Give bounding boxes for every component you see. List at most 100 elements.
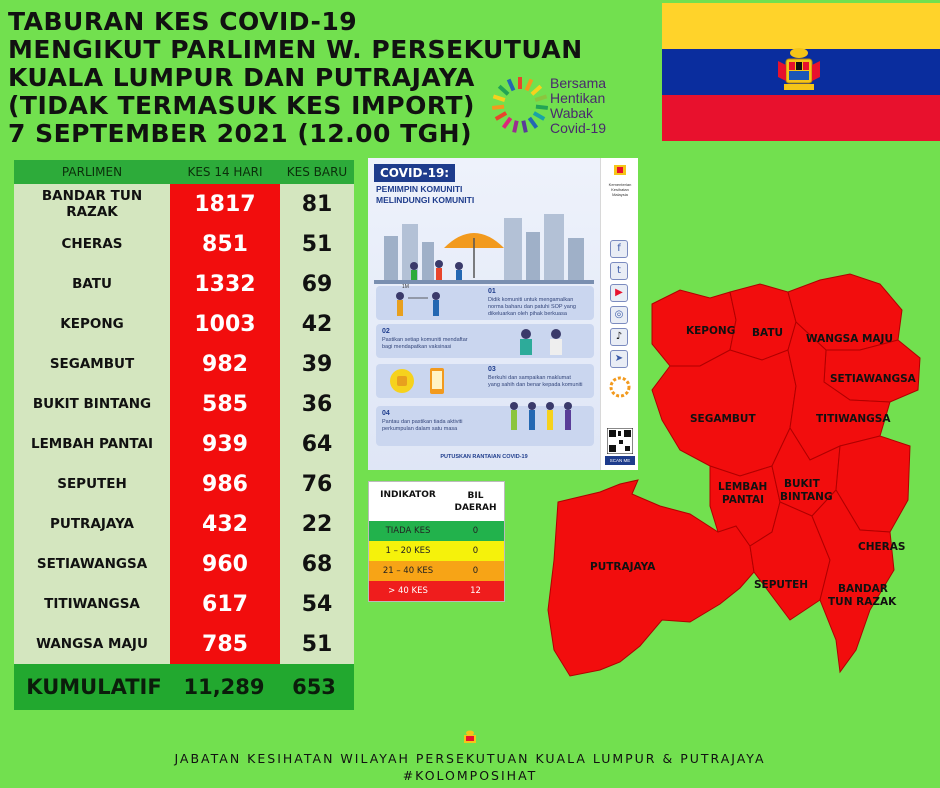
map-label: KEPONG bbox=[686, 325, 735, 337]
column-header: KES BARU bbox=[286, 165, 348, 179]
step-number: 03 bbox=[488, 366, 496, 373]
cases-14-days-value: 1332 bbox=[194, 271, 256, 297]
poster-main: COVID-19: PEMIMPIN KOMUNITI MELINDUNGI K… bbox=[368, 158, 600, 470]
new-cases-value: 36 bbox=[301, 391, 333, 417]
map-label: SETIAWANGSA bbox=[830, 373, 917, 385]
indicator-count: 0 bbox=[472, 566, 479, 576]
indicator-count: 0 bbox=[472, 546, 479, 556]
indicator-count: 12 bbox=[470, 586, 481, 596]
indicator-label: 1 – 20 KES bbox=[385, 546, 431, 556]
map-label: BATU bbox=[752, 327, 783, 339]
campaign-line: Wabak bbox=[550, 105, 594, 121]
distance-label: 1M bbox=[402, 284, 409, 290]
new-cases-value: 22 bbox=[301, 511, 333, 537]
cumulative-row: KUMULATIF 11,289 653 bbox=[14, 664, 354, 710]
telegram-icon: ➤ bbox=[610, 350, 628, 368]
cases-14-days-value: 986 bbox=[202, 471, 248, 497]
map-label: PUTRAJAYA bbox=[590, 561, 656, 573]
map-region-putrajaya bbox=[547, 479, 755, 677]
parliament-column: BANDAR TUN RAZAK CHERAS BATU KEPONG SEGA… bbox=[14, 184, 170, 664]
map-label: BINTANG bbox=[780, 491, 833, 503]
cases-14-days-value: 1003 bbox=[194, 311, 256, 337]
indicator-label: 21 – 40 KES bbox=[382, 566, 434, 576]
map-label: BUKIT bbox=[784, 478, 821, 490]
map-label: SEPUTEH bbox=[754, 579, 808, 591]
poster-step: 03 Berkuhi dan sampaikan maklumat yang s… bbox=[376, 364, 594, 398]
cases-14-days-value: 432 bbox=[202, 511, 248, 537]
title-line: 7 SEPTEMBER 2021 (12.00 TGH) bbox=[8, 119, 473, 148]
parliament-name: SETIAWANGSA bbox=[36, 556, 148, 572]
poster-subtitle-line: PEMIMPIN KOMUNITI bbox=[376, 184, 463, 194]
cumulative-new: 653 bbox=[292, 675, 336, 699]
map-region-bandar-tun-razak bbox=[811, 489, 895, 674]
parliament-name: LEMBAH PANTAI bbox=[30, 436, 154, 452]
instagram-icon: ◎ bbox=[610, 306, 628, 324]
parliament-name: BANDAR TUN RAZAK bbox=[41, 188, 143, 220]
parliament-name: WANGSA MAJU bbox=[36, 636, 148, 652]
scan-me-label: SCAN ME bbox=[605, 456, 635, 465]
step-text: Didik komuniti untuk mengamalkan norma b… bbox=[488, 297, 576, 317]
parliament-name: KEPONG bbox=[60, 316, 124, 332]
cases-14-days-value: 851 bbox=[202, 231, 248, 257]
page-title: TABURAN KES COVID-19 MENGIKUT PARLIMEN W… bbox=[8, 8, 588, 148]
indicator-row: 21 – 40 KES 0 bbox=[369, 561, 504, 581]
new-cases-value: 76 bbox=[301, 471, 333, 497]
crowd-illustration bbox=[510, 402, 572, 430]
indicator-row: > 40 KES 12 bbox=[369, 581, 504, 601]
ministry-crest-icon bbox=[614, 165, 626, 175]
community-leader-poster: COVID-19: PEMIMPIN KOMUNITI MELINDUNGI K… bbox=[368, 158, 638, 470]
new-cases-column: 81 51 69 42 39 36 64 76 22 68 54 51 bbox=[280, 184, 354, 664]
poster-subtitle: PEMIMPIN KOMUNITI MELINDUNGI KOMUNITI bbox=[376, 184, 474, 206]
vaccination-illustration bbox=[520, 329, 562, 355]
state-crest-icon bbox=[464, 730, 476, 743]
step-number: 02 bbox=[382, 328, 390, 335]
campaign-logo: Bersama Hentikan Wabak Covid-19 bbox=[490, 72, 640, 142]
parliament-name: SEGAMBUT bbox=[49, 356, 135, 372]
map-label: BANDAR bbox=[838, 583, 888, 595]
indicator-header-count: BIL DAERAH bbox=[454, 490, 497, 513]
map-label: TITIWANGSA bbox=[816, 413, 891, 425]
new-cases-value: 64 bbox=[301, 431, 333, 457]
step-number: 04 bbox=[382, 410, 390, 417]
indicator-legend: INDIKATOR BIL DAERAH TIADA KES 0 1 – 20 … bbox=[368, 481, 505, 602]
poster-step: 1M 01 Didik komuniti untuk mengamalkan n… bbox=[376, 284, 594, 320]
youtube-icon: ▶ bbox=[610, 284, 628, 302]
parliament-name: SEPUTEH bbox=[57, 476, 127, 492]
indicator-count: 0 bbox=[472, 526, 479, 536]
map-label: TUN RAZAK bbox=[828, 596, 897, 608]
new-cases-value: 54 bbox=[301, 591, 333, 617]
parliament-name: PUTRAJAYA bbox=[49, 516, 135, 532]
step-text: Berkuhi dan sampaikan maklumat yang sahi… bbox=[488, 375, 583, 388]
parliament-name: TITIWANGSA bbox=[44, 596, 140, 612]
new-cases-value: 69 bbox=[301, 271, 333, 297]
parliament-name: BUKIT BINTANG bbox=[32, 396, 152, 412]
thumbs-up-illustration bbox=[390, 368, 444, 394]
city-illustration bbox=[374, 214, 594, 284]
cases-14-days-value: 617 bbox=[202, 591, 248, 617]
facebook-icon: f bbox=[610, 240, 628, 258]
parliament-map: KEPONG BATU WANGSA MAJU SETIAWANGSA SEGA… bbox=[547, 273, 921, 677]
parliament-name: CHERAS bbox=[61, 236, 123, 252]
cumulative-label: KUMULATIF bbox=[26, 675, 162, 699]
map-region-titiwangsa bbox=[787, 321, 891, 461]
poster-subtitle-line: MELINDUNGI KOMUNITI bbox=[376, 195, 475, 205]
title-line: TABURAN KES COVID-19 bbox=[8, 7, 358, 36]
map-label: LEMBAH bbox=[718, 481, 767, 493]
new-cases-value: 51 bbox=[301, 231, 333, 257]
cases-14-days-value: 982 bbox=[202, 351, 248, 377]
indicator-header-label: INDIKATOR bbox=[380, 489, 436, 500]
poster-step: 02 Pastikan setiap komuniti mendaftar ba… bbox=[376, 324, 594, 358]
indicator-row: TIADA KES 0 bbox=[369, 521, 504, 541]
table-header: PARLIMEN KES 14 HARI KES BARU bbox=[14, 160, 354, 184]
new-cases-value: 42 bbox=[301, 311, 333, 337]
step-text: Pastikan setiap komuniti mendaftar bagi … bbox=[382, 337, 468, 350]
new-cases-value: 81 bbox=[301, 191, 333, 217]
table-body: BANDAR TUN RAZAK CHERAS BATU KEPONG SEGA… bbox=[14, 184, 354, 664]
indicator-label: > 40 KES bbox=[388, 586, 428, 596]
step-number: 01 bbox=[488, 288, 496, 295]
map-region-batu bbox=[729, 283, 797, 361]
poster-footer: PUTUSKAN RANTAIAN COVID-19 bbox=[440, 454, 528, 460]
footer-department: JABATAN KESIHATAN WILAYAH PERSEKUTUAN KU… bbox=[174, 751, 766, 766]
campaign-line: Hentikan bbox=[550, 90, 606, 106]
new-cases-value: 39 bbox=[301, 351, 333, 377]
